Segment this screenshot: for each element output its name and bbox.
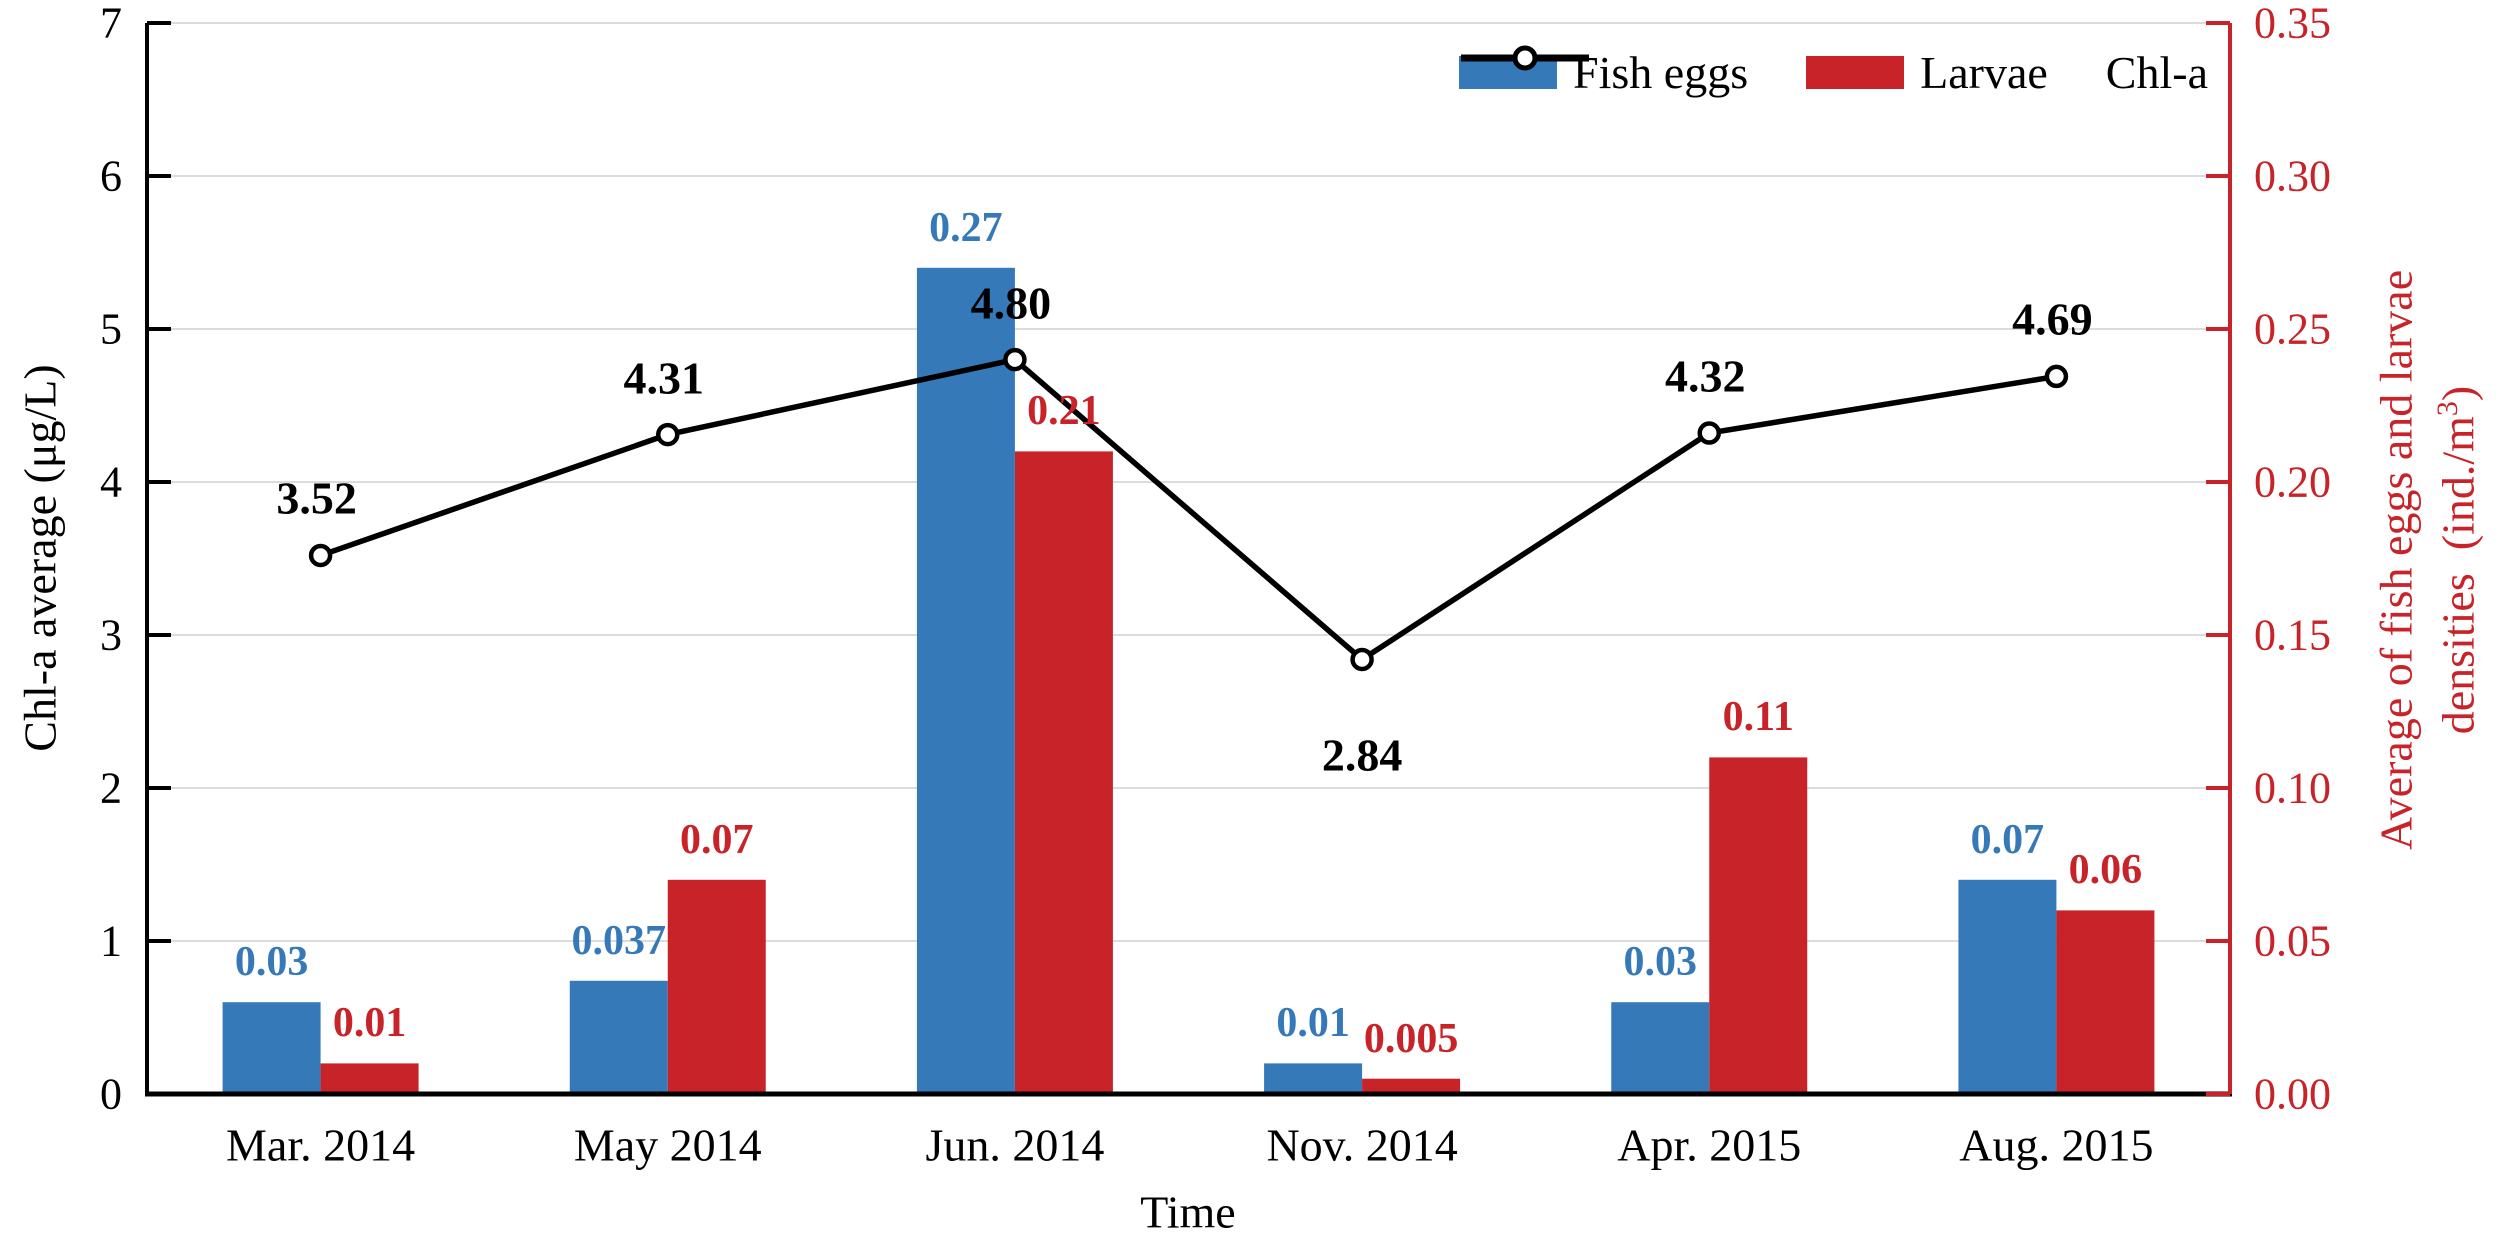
chl-a-value-label: 3.52 bbox=[276, 472, 357, 524]
right-axis-title-line2-pre: densities (ind./m bbox=[2432, 416, 2484, 735]
x-category-label: Jun. 2014 bbox=[925, 1119, 1105, 1171]
right-tick-label: 0.30 bbox=[2254, 151, 2331, 201]
chl-a-line-sample-icon bbox=[1461, 45, 1590, 71]
chl-a-legend-label: Chl-a bbox=[2105, 46, 2208, 98]
right-axis-title-superscript: 3 bbox=[2431, 401, 2465, 417]
fish-eggs-value-label: 0.037 bbox=[571, 917, 667, 964]
fish-eggs-value-label: 0.03 bbox=[1623, 939, 1698, 986]
larvae-value-label: 0.21 bbox=[1027, 388, 1101, 435]
x-category-label: May 2014 bbox=[573, 1119, 762, 1171]
left-tick-label: 7 bbox=[100, 0, 122, 48]
x-category-label: Aug. 2015 bbox=[1959, 1119, 2154, 1171]
x-category-label: Mar. 2014 bbox=[226, 1119, 416, 1171]
x-category-label: Nov. 2014 bbox=[1266, 1119, 1458, 1171]
bar-fish-eggs bbox=[569, 980, 668, 1094]
right-axis-title-line2: densities (ind./m3) bbox=[2431, 385, 2485, 735]
fish-eggs-value-label: 0.03 bbox=[234, 939, 309, 986]
legend-item-larvae: Larvae bbox=[1806, 46, 2048, 99]
right-axis-title-line2-post: ) bbox=[2432, 385, 2484, 402]
right-tick-label: 0.25 bbox=[2254, 304, 2331, 354]
bar-larvae bbox=[1709, 757, 1808, 1094]
bar-fish-eggs bbox=[1958, 879, 2057, 1094]
fish-eggs-value-label: 0.01 bbox=[1276, 1000, 1350, 1047]
left-tick-label: 3 bbox=[100, 610, 122, 660]
bar-fish-eggs bbox=[1611, 1002, 1710, 1094]
left-tick-label: 5 bbox=[100, 304, 122, 354]
left-tick-label: 4 bbox=[100, 457, 122, 507]
bar-larvae bbox=[1362, 1078, 1461, 1094]
larvae-legend-label: Larvae bbox=[1920, 46, 2048, 98]
chl-a-marker bbox=[1697, 421, 1721, 445]
bar-fish-eggs bbox=[1264, 1063, 1363, 1094]
left-tick-label: 1 bbox=[100, 916, 122, 966]
left-tick-label: 6 bbox=[100, 151, 122, 201]
fish-eggs-legend-label: Fish eggs bbox=[1573, 46, 1749, 98]
right-tick-label: 0.15 bbox=[2254, 610, 2331, 660]
bar-larvae bbox=[1014, 451, 1113, 1094]
chl-a-marker bbox=[656, 422, 680, 447]
bar-fish-eggs bbox=[916, 267, 1015, 1094]
left-axis-title: Chl-a average (μg/L) bbox=[14, 364, 66, 752]
chl-a-marker bbox=[308, 543, 333, 568]
right-tick-label: 0.05 bbox=[2254, 916, 2331, 966]
chl-a-marker bbox=[1003, 347, 1027, 372]
chl-a-value-label: 4.80 bbox=[970, 277, 1052, 329]
legend-item-fish-eggs: Fish eggs bbox=[1459, 46, 1748, 99]
legend: Fish eggs Larvae Chl-a bbox=[1459, 40, 2208, 104]
chl-a-marker bbox=[2044, 364, 2069, 389]
fish-eggs-value-label: 0.27 bbox=[929, 204, 1003, 251]
larvae-value-label: 0.005 bbox=[1363, 1015, 1459, 1062]
chl-a-value-label: 4.31 bbox=[623, 352, 705, 404]
right-axis-title-line1: Average of fish eggs and larvae bbox=[2370, 269, 2422, 851]
bar-larvae bbox=[667, 879, 766, 1094]
bar-larvae bbox=[2056, 910, 2155, 1094]
larvae-swatch bbox=[1806, 55, 1905, 89]
bar-larvae bbox=[320, 1063, 419, 1094]
chl-a-marker bbox=[1350, 647, 1374, 672]
x-axis-title: Time bbox=[1140, 1186, 1236, 1238]
bar-fish-eggs bbox=[222, 1002, 321, 1094]
left-tick-label: 2 bbox=[100, 763, 122, 813]
chl-a-value-label: 2.84 bbox=[1321, 729, 1403, 781]
larvae-value-label: 0.11 bbox=[1722, 694, 1794, 741]
x-category-label: Apr. 2015 bbox=[1617, 1119, 1802, 1171]
chl-a-value-label: 4.32 bbox=[1665, 350, 1746, 402]
larvae-value-label: 0.06 bbox=[2068, 847, 2143, 894]
right-tick-label: 0.35 bbox=[2254, 0, 2331, 48]
fish-eggs-value-label: 0.07 bbox=[1970, 816, 2045, 863]
larvae-value-label: 0.01 bbox=[332, 1000, 407, 1047]
right-tick-label: 0.20 bbox=[2254, 457, 2331, 507]
larvae-value-label: 0.07 bbox=[680, 816, 754, 863]
left-tick-label: 0 bbox=[100, 1069, 122, 1119]
right-tick-label: 0.00 bbox=[2254, 1069, 2331, 1119]
legend-item-chl-a: Chl-a bbox=[1461, 45, 2208, 99]
chl-a-line bbox=[319, 356, 2057, 663]
chl-a-value-label: 4.69 bbox=[2012, 293, 2093, 345]
right-tick-label: 0.10 bbox=[2254, 763, 2331, 813]
